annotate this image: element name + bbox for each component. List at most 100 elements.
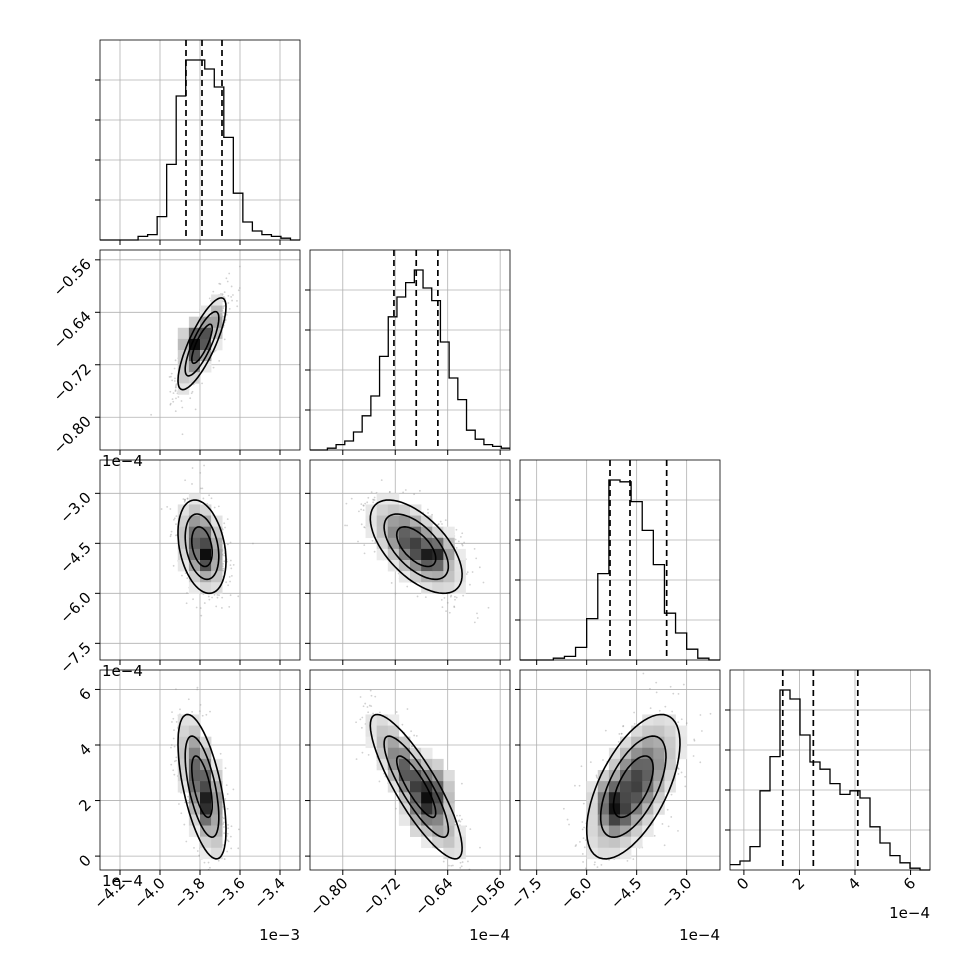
contour-line [599,735,667,839]
density-cell [211,548,223,561]
density-cell [421,825,433,837]
scatter-point [236,299,238,302]
scatter-point [227,827,230,830]
panel-frame [519,669,721,871]
scatter-point [568,823,570,826]
scatter-point [454,538,457,541]
scatter-point [461,544,464,547]
scatter-point [555,889,557,891]
scatter-point [461,532,464,535]
density-cell [432,560,444,572]
density-cell [443,526,455,539]
scatter-point [225,581,228,584]
scatter-point [358,510,360,513]
scatter-point [362,504,365,507]
scatter-point [362,509,365,512]
scatter-point [192,383,195,386]
density-cell [586,836,599,849]
scatter-point [205,713,208,716]
density-cell [188,372,201,384]
scatter-point [581,828,584,831]
density-cell [188,515,201,527]
density-cell [586,825,599,837]
scatter-point [223,554,226,557]
density-cell [177,327,190,340]
density-cell [410,548,422,561]
density-cell [642,736,654,749]
scatter-point [608,859,610,861]
scatter-point [185,840,188,843]
scatter-inner [344,479,490,624]
density-cell [443,781,455,793]
scatter-point [620,732,623,735]
scatter-point [222,823,225,825]
scatter-point [186,497,189,500]
scatter-point [476,612,478,615]
x-tick-label: −3.4 [250,874,288,912]
y-tick-label: −7.5 [56,638,94,676]
scatter-panel: −0.80−0.72−0.64−0.56 [50,249,301,458]
scatter-point [237,828,240,831]
density-cell [177,714,190,726]
scatter-point [208,494,210,497]
scatter-point [212,290,215,293]
scatter-point [229,541,232,544]
scatter-point [368,704,371,707]
scatter-point [177,396,180,398]
scatter-inner [355,689,483,870]
density-cell [443,803,455,815]
scatter-point [446,601,449,604]
scatter-point [373,550,376,553]
scatter-point [677,767,680,770]
scatter-point [225,784,228,787]
density-cell [387,747,400,760]
scatter-point [471,571,474,573]
density-cell [443,537,455,550]
scatter-point [684,785,687,788]
y-tick-label: −0.80 [50,412,95,457]
density-cell [188,316,201,329]
scatter-inner [555,672,712,891]
density-cell [410,825,422,837]
scatter-point [460,865,463,868]
scatter-panel: −7.5−6.0−4.5−3.0 [56,459,301,677]
scatter-point [416,595,419,598]
scatter-point [229,594,232,597]
scatter-point [374,541,377,544]
density-cell [387,526,400,539]
density-cell [177,725,190,737]
density-cell [177,526,190,539]
scatter-point [589,761,592,764]
scatter-point [232,563,235,566]
density-cell [675,747,687,760]
scatter-point [195,606,198,609]
density-cell [432,803,444,815]
scatter-point [223,522,226,525]
scatter-point [413,734,416,737]
scatter-point [455,528,458,531]
density-cell [177,747,190,760]
scatter-point [461,543,464,546]
x-offset-label: 1e−3 [259,926,300,944]
contour-line [177,713,227,860]
scatter-point [225,313,228,316]
density-cell [642,825,654,837]
scatter-point [367,754,370,756]
density-cell [376,548,389,561]
scatter-point [175,383,178,386]
scatter-point [222,817,225,820]
y-tick-label: 0 [75,851,94,870]
density-cell [432,571,444,583]
scatter-point [670,816,673,818]
scatter-point [226,832,229,835]
scatter-point [442,860,445,863]
scatter-point [469,583,471,586]
scatter-point [672,692,675,695]
density-cell [188,814,201,826]
density-cell [211,560,223,572]
x-tick-label: −3.6 [210,874,248,912]
y-offset-label: 1e−4 [102,872,143,890]
scatter-point [375,491,378,494]
scatter-point [388,491,391,494]
scatter-point [700,730,703,732]
